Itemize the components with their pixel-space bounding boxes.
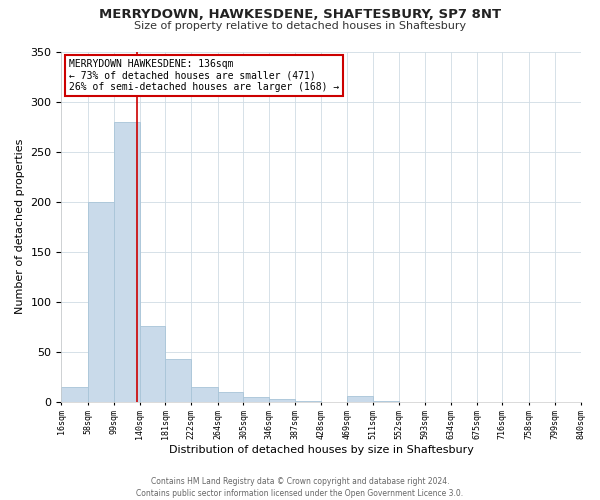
Bar <box>166 359 191 402</box>
Y-axis label: Number of detached properties: Number of detached properties <box>15 139 25 314</box>
Bar <box>140 326 166 402</box>
Bar <box>61 387 88 402</box>
Bar <box>244 397 269 402</box>
Text: Size of property relative to detached houses in Shaftesbury: Size of property relative to detached ho… <box>134 21 466 31</box>
Bar <box>191 387 218 402</box>
Bar <box>88 202 113 402</box>
Text: MERRYDOWN, HAWKESDENE, SHAFTESBURY, SP7 8NT: MERRYDOWN, HAWKESDENE, SHAFTESBURY, SP7 … <box>99 8 501 20</box>
Text: MERRYDOWN HAWKESDENE: 136sqm
← 73% of detached houses are smaller (471)
26% of s: MERRYDOWN HAWKESDENE: 136sqm ← 73% of de… <box>69 58 340 92</box>
X-axis label: Distribution of detached houses by size in Shaftesbury: Distribution of detached houses by size … <box>169 445 473 455</box>
Bar <box>373 401 399 402</box>
Text: Contains HM Land Registry data © Crown copyright and database right 2024.
Contai: Contains HM Land Registry data © Crown c… <box>136 476 464 498</box>
Bar <box>218 392 244 402</box>
Bar <box>113 122 140 402</box>
Bar <box>295 401 321 402</box>
Bar <box>269 399 295 402</box>
Bar <box>347 396 373 402</box>
